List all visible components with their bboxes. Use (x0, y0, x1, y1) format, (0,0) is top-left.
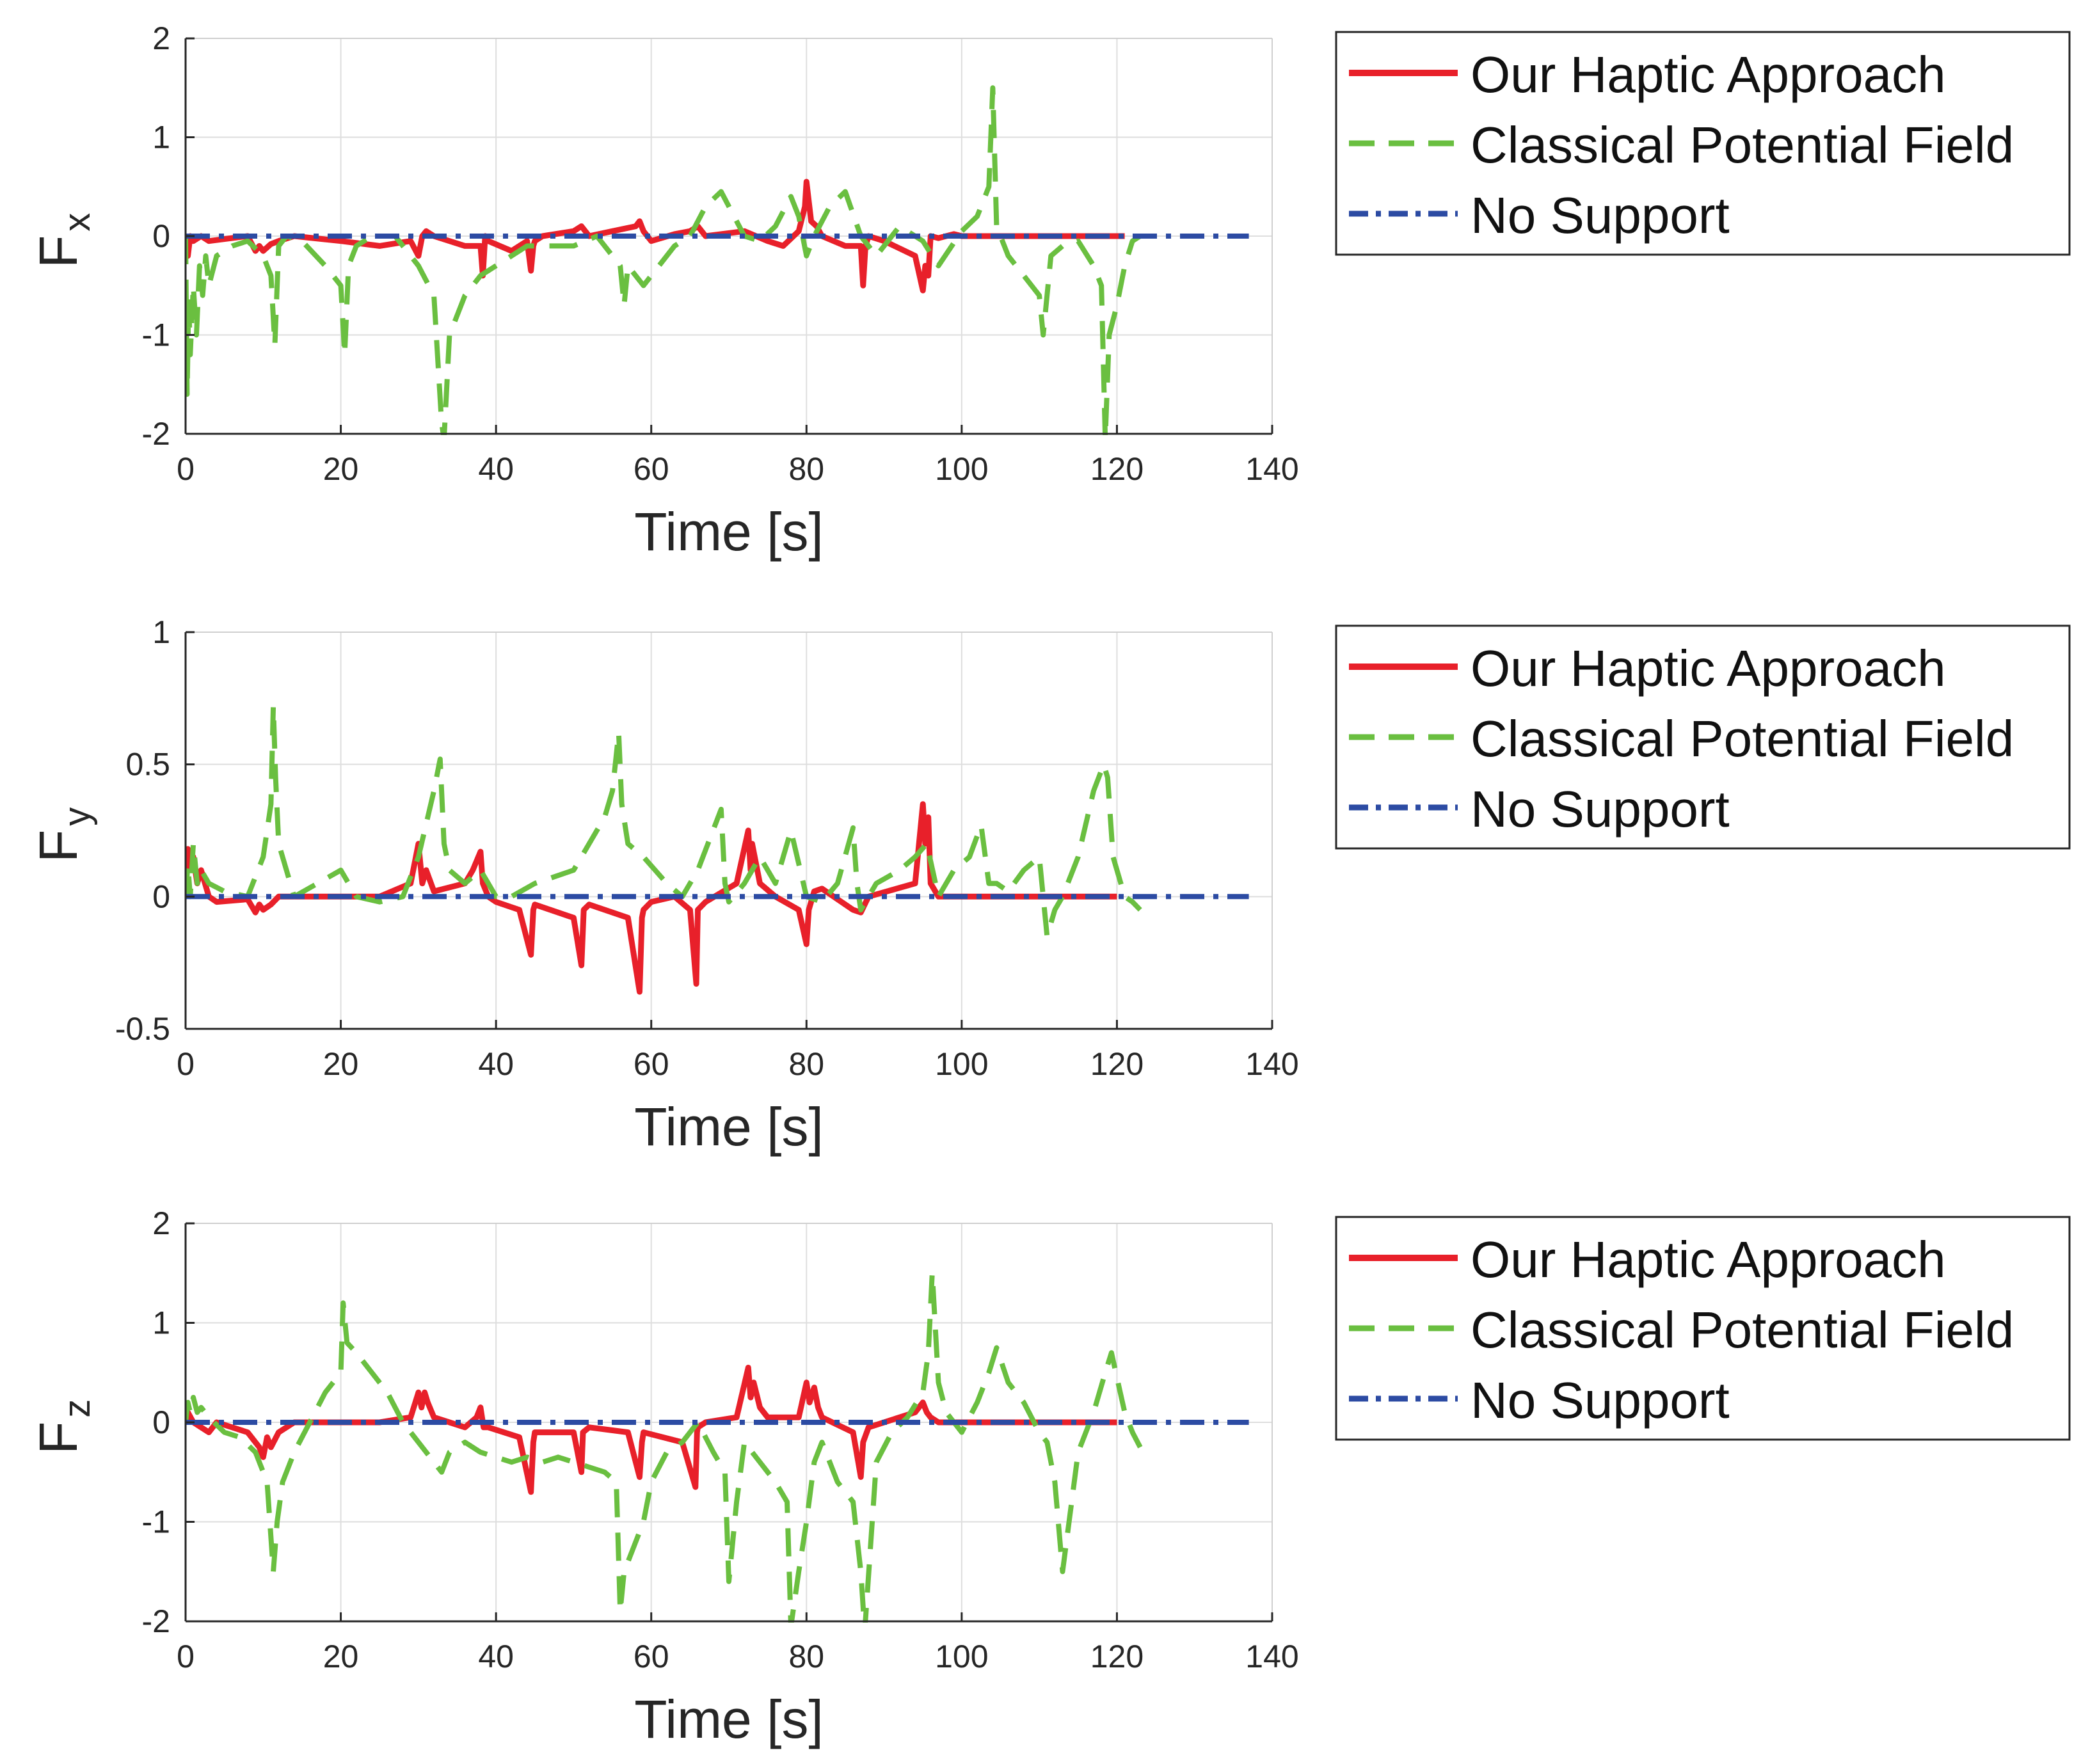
y-axis-label: Fx (28, 213, 98, 268)
legend-entry: No Support (1471, 781, 1730, 838)
series-line-our-haptic-approach (186, 1365, 1117, 1495)
chart-panel-3: 0 20 40 60 80 100 120 140 2 1 0 -1 -2 Time [s] Fz Our H… (28, 1205, 2071, 1749)
legend-entry: Classical Potential Field (1471, 1301, 2014, 1358)
series-line-classical-potential-field (186, 85, 1142, 435)
y-tick-label: -2 (142, 1603, 170, 1639)
x-tick-label: 40 (478, 451, 514, 487)
x-tick-label: 140 (1245, 451, 1298, 487)
legend-box (1335, 1216, 2071, 1441)
y-axis-label: Fy (28, 807, 98, 862)
y-tick-label: 1 (152, 1305, 170, 1341)
y-tick-label: -2 (142, 416, 170, 452)
series-line-our-haptic-approach (186, 801, 1117, 995)
series-line-classical-potential-field (186, 1270, 1143, 1623)
x-tick-label: 0 (177, 1046, 195, 1082)
x-tick-label: 0 (177, 1639, 195, 1674)
x-axis-label: Time [s] (634, 1097, 824, 1157)
legend-entry: No Support (1471, 1372, 1730, 1429)
x-tick-label: 120 (1090, 1639, 1144, 1674)
y-tick-label: -1 (142, 317, 170, 353)
legend-entry: No Support (1471, 187, 1730, 244)
y-tick-label: 1 (152, 614, 170, 650)
y-tick-label: 1 (152, 120, 170, 155)
legend: Our Haptic Approach Classical Potential F… (1335, 31, 2071, 256)
legend-entry: Classical Potential Field (1471, 116, 2014, 173)
y-tick-label: 2 (152, 1205, 170, 1241)
legend-box (1335, 31, 2071, 256)
x-tick-label: 80 (788, 1046, 824, 1082)
y-tick-label: 2 (152, 20, 170, 56)
x-axis-label: Time [s] (634, 1689, 824, 1749)
y-tick-label: 0 (152, 1404, 170, 1440)
legend-entry: Classical Potential Field (1471, 710, 2014, 767)
legend-entry: Our Haptic Approach (1471, 46, 1946, 103)
x-tick-label: 120 (1090, 451, 1144, 487)
legend: Our Haptic Approach Classical Potential F… (1335, 624, 2071, 850)
x-tick-label: 140 (1245, 1639, 1298, 1674)
legend-box (1335, 624, 2071, 850)
y-axis-label: Fz (28, 1399, 98, 1454)
x-tick-label: 40 (478, 1046, 514, 1082)
x-tick-label: 0 (177, 451, 195, 487)
x-tick-label: 100 (935, 1639, 988, 1674)
x-tick-label: 120 (1090, 1046, 1144, 1082)
x-tick-label: 20 (323, 451, 359, 487)
y-tick-label: -1 (142, 1504, 170, 1540)
x-axis-label: Time [s] (634, 502, 824, 562)
legend: Our Haptic Approach Classical Potential F… (1335, 1216, 2071, 1441)
y-tick-label: 0 (152, 878, 170, 914)
legend-entry: Our Haptic Approach (1471, 640, 1946, 697)
y-tick-label: -0.5 (115, 1011, 170, 1047)
x-tick-label: 20 (323, 1639, 359, 1674)
x-tick-label: 40 (478, 1639, 514, 1674)
x-tick-label: 140 (1245, 1046, 1298, 1082)
x-tick-label: 80 (788, 451, 824, 487)
chart-panel-1: 0 20 40 60 80 100 120 140 2 1 0 -1 -2 Time [s] Fx Our H… (28, 20, 2071, 562)
y-tick-label: 0.5 (125, 747, 170, 783)
x-tick-label: 100 (935, 1046, 988, 1082)
series-group (186, 85, 1249, 435)
y-tick-label: 0 (152, 218, 170, 254)
x-tick-label: 100 (935, 451, 988, 487)
x-tick-label: 80 (788, 1639, 824, 1674)
x-tick-label: 20 (323, 1046, 359, 1082)
x-tick-label: 60 (634, 1046, 669, 1082)
legend-entry: Our Haptic Approach (1471, 1231, 1946, 1288)
series-group (186, 703, 1249, 995)
series-group (186, 1270, 1249, 1623)
x-tick-label: 60 (634, 1639, 669, 1674)
x-tick-label: 60 (634, 451, 669, 487)
